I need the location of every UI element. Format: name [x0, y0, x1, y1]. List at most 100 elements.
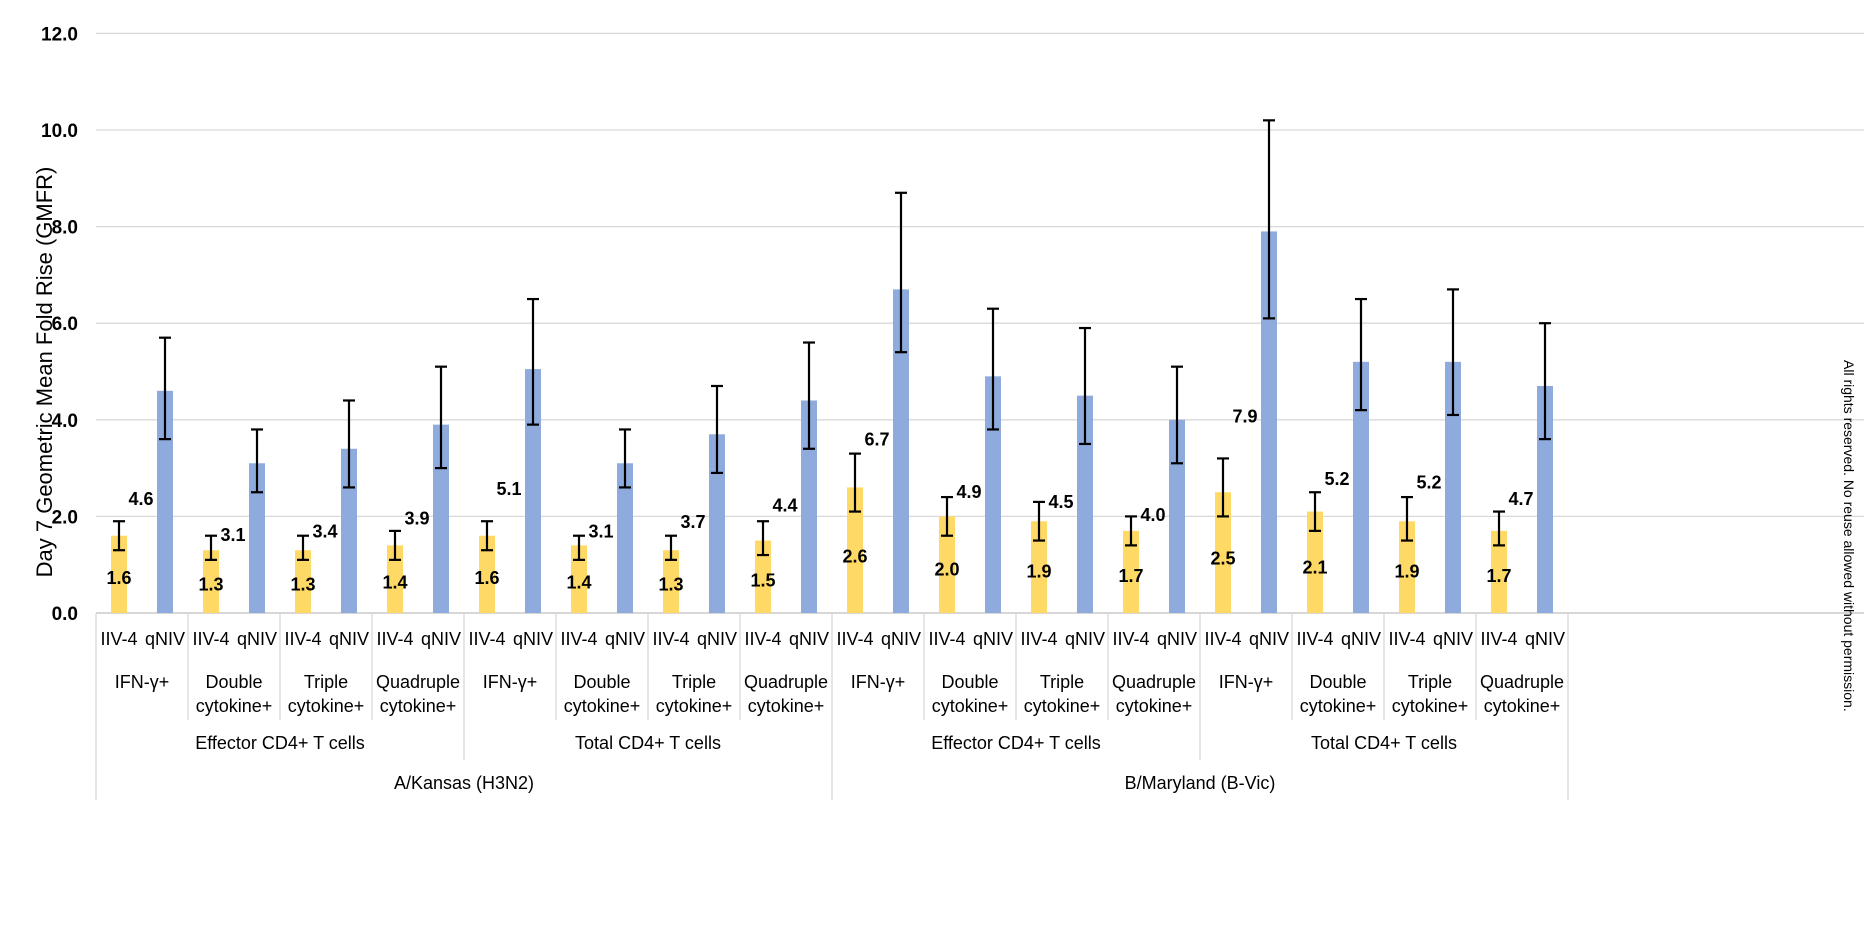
bar: [433, 424, 449, 613]
x-tick-label: qNIV: [145, 629, 185, 649]
error-bar: [297, 534, 309, 561]
y-tick-label: 12.0: [41, 24, 78, 45]
data-labels: 1.6 4.6 1.3 3.1 1.3 3.4 1.4 3.9 1.6 5.1 1.4 3.1 1.3 3…: [106, 407, 1533, 595]
error-bar: [1539, 322, 1551, 441]
category-label: Triple: [1040, 672, 1084, 692]
category-label: cytokine+: [1300, 696, 1377, 716]
x-tick-label: IIV-4: [284, 629, 321, 649]
cell-type-label: Total CD4+ T cells: [575, 733, 721, 753]
y-tick-label: 4.0: [52, 411, 78, 432]
data-label: 4.5: [1048, 492, 1073, 512]
category-label: cytokine+: [288, 696, 365, 716]
error-bar: [803, 341, 815, 450]
bar: [295, 550, 311, 613]
x-tick-label: IIV-4: [744, 629, 781, 649]
x-tick-label: qNIV: [1157, 629, 1197, 649]
category-label: Quadruple: [744, 672, 828, 692]
bar: [525, 369, 541, 613]
x-tick-label: qNIV: [1249, 629, 1289, 649]
category-label: Double: [205, 672, 262, 692]
error-bar: [1263, 119, 1275, 320]
data-label: 5.2: [1324, 469, 1349, 489]
x-tick-label: qNIV: [605, 629, 645, 649]
category-label: Triple: [672, 672, 716, 692]
x-tick-label: qNIV: [421, 629, 461, 649]
data-label: 1.9: [1026, 562, 1051, 582]
data-label: 1.5: [750, 570, 775, 590]
data-label: 3.7: [680, 512, 705, 532]
error-bar: [619, 428, 631, 489]
x-tick-label: qNIV: [513, 629, 553, 649]
error-bar: [1355, 297, 1367, 412]
bar: [709, 434, 725, 613]
x-tick-label: qNIV: [1065, 629, 1105, 649]
bar: [1031, 521, 1047, 613]
category-label: IFN-γ+: [1219, 672, 1274, 692]
data-label: 2.1: [1302, 557, 1327, 577]
x-tick-label: IIV-4: [1480, 629, 1517, 649]
x-tick-label: qNIV: [1525, 629, 1565, 649]
error-bar: [1079, 326, 1091, 446]
error-bar: [1217, 457, 1229, 518]
x-tick-label: IIV-4: [1296, 629, 1333, 649]
gridlines: [96, 32, 1864, 614]
error-bar: [343, 399, 355, 489]
bar: [617, 463, 633, 613]
y-tick-label: 2.0: [52, 507, 78, 528]
bar: [1353, 361, 1369, 613]
data-label: 3.4: [312, 522, 337, 542]
error-bar: [1493, 510, 1505, 547]
category-label: cytokine+: [1116, 696, 1193, 716]
x-tick-label: IIV-4: [1020, 629, 1057, 649]
data-label: 4.6: [128, 489, 153, 509]
error-bar: [113, 520, 125, 552]
cell-type-label: Effector CD4+ T cells: [195, 733, 365, 753]
category-label: cytokine+: [564, 696, 641, 716]
error-bar: [895, 191, 907, 354]
error-bar: [941, 495, 953, 537]
y-tick-label: 10.0: [41, 121, 78, 142]
bar: [1169, 419, 1185, 613]
bar: [479, 535, 495, 613]
strain-label: A/Kansas (H3N2): [394, 773, 534, 793]
side-note: All rights reserved. No reuse allowed wi…: [1841, 360, 1857, 712]
data-label: 1.9: [1394, 562, 1419, 582]
category-label: cytokine+: [656, 696, 733, 716]
error-bar: [1033, 500, 1045, 542]
data-label: 1.7: [1118, 566, 1143, 586]
bar: [387, 545, 403, 613]
bar: [1215, 492, 1231, 613]
category-label: Double: [573, 672, 630, 692]
y-axis-tick-labels: 0.0 2.0 4.0 6.0 8.0 10.0 12.0: [41, 24, 78, 625]
data-label: 1.3: [290, 575, 315, 595]
error-bar: [435, 365, 447, 470]
x-tick-label: qNIV: [789, 629, 829, 649]
bar: [571, 545, 587, 613]
category-label: cytokine+: [748, 696, 825, 716]
error-bar: [481, 520, 493, 552]
error-bar: [205, 534, 217, 561]
bar: [847, 487, 863, 613]
error-bar: [1401, 495, 1413, 542]
data-label: 7.9: [1232, 407, 1257, 427]
x-tick-label: IIV-4: [376, 629, 413, 649]
bar: [157, 390, 173, 613]
category-label: Triple: [1408, 672, 1452, 692]
bar: [939, 516, 955, 613]
category-label: Quadruple: [1480, 672, 1564, 692]
data-label: 2.6: [842, 546, 867, 566]
bar: [1445, 361, 1461, 613]
data-label: 1.3: [658, 575, 683, 595]
error-bar: [573, 534, 585, 561]
data-label: 4.7: [1508, 489, 1533, 509]
bar: [801, 400, 817, 613]
y-axis-label: Day 7 Geometric Mean Fold Rise (GMFR): [32, 167, 57, 578]
error-bar: [665, 534, 677, 561]
category-label: Quadruple: [1112, 672, 1196, 692]
x-tick-label: qNIV: [1433, 629, 1473, 649]
category-label: Quadruple: [376, 672, 460, 692]
bar: [111, 535, 127, 613]
error-bar: [1171, 365, 1183, 465]
data-label: 4.0: [1140, 505, 1165, 525]
